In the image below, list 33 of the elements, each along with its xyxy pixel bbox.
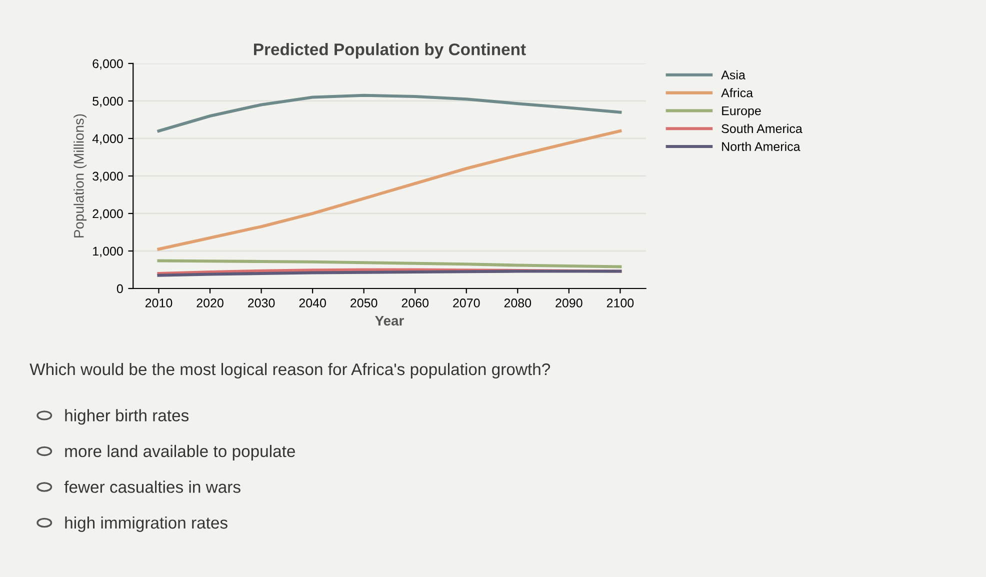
legend-label: North America: [722, 142, 800, 152]
y-axis-title: Population (Millions): [74, 114, 87, 238]
text: fewer casualties in wars: [64, 480, 240, 493]
x-tick-label: 2060: [402, 298, 429, 308]
legend-label: South America: [722, 124, 802, 134]
x-tick-label: 2090: [556, 298, 582, 308]
x-tick-label: 2050: [350, 298, 378, 308]
x-axis-title: Year: [375, 316, 404, 326]
legend-label: Europe: [722, 106, 761, 118]
legend-label: Asia: [721, 70, 746, 80]
line-series: [157, 129, 622, 251]
y-tick-label: 0: [116, 284, 123, 294]
x-tick-label: 2010: [145, 298, 172, 308]
text: Which would be the most logical reason for Africa's population growth?: [30, 362, 550, 379]
x-tick-label: 2080: [504, 298, 532, 308]
y-tick-label: 5,000: [92, 96, 123, 108]
x-tick-label: 2030: [248, 298, 275, 308]
y-tick-label: 4,000: [92, 134, 123, 145]
line-series: [157, 94, 622, 133]
y-tick-label: 2,000: [92, 209, 123, 220]
x-tick-label: 2100: [606, 298, 634, 308]
line-series: [157, 259, 622, 268]
x-tick-label: 2070: [453, 298, 480, 308]
text: higher birth rates: [65, 409, 189, 425]
y-tick-label: 1,000: [93, 246, 123, 258]
y-tick-label: 6,000: [92, 59, 123, 70]
text: more land available to populate: [65, 444, 295, 460]
x-tick-label: 2040: [299, 298, 326, 308]
x-tick-label: 2020: [196, 298, 224, 308]
legend-label: Africa: [721, 88, 754, 98]
text: high immigration rates: [65, 516, 228, 532]
y-tick-label: 3,000: [92, 172, 123, 182]
chart-title: Predicted Population by Continent: [254, 43, 526, 59]
